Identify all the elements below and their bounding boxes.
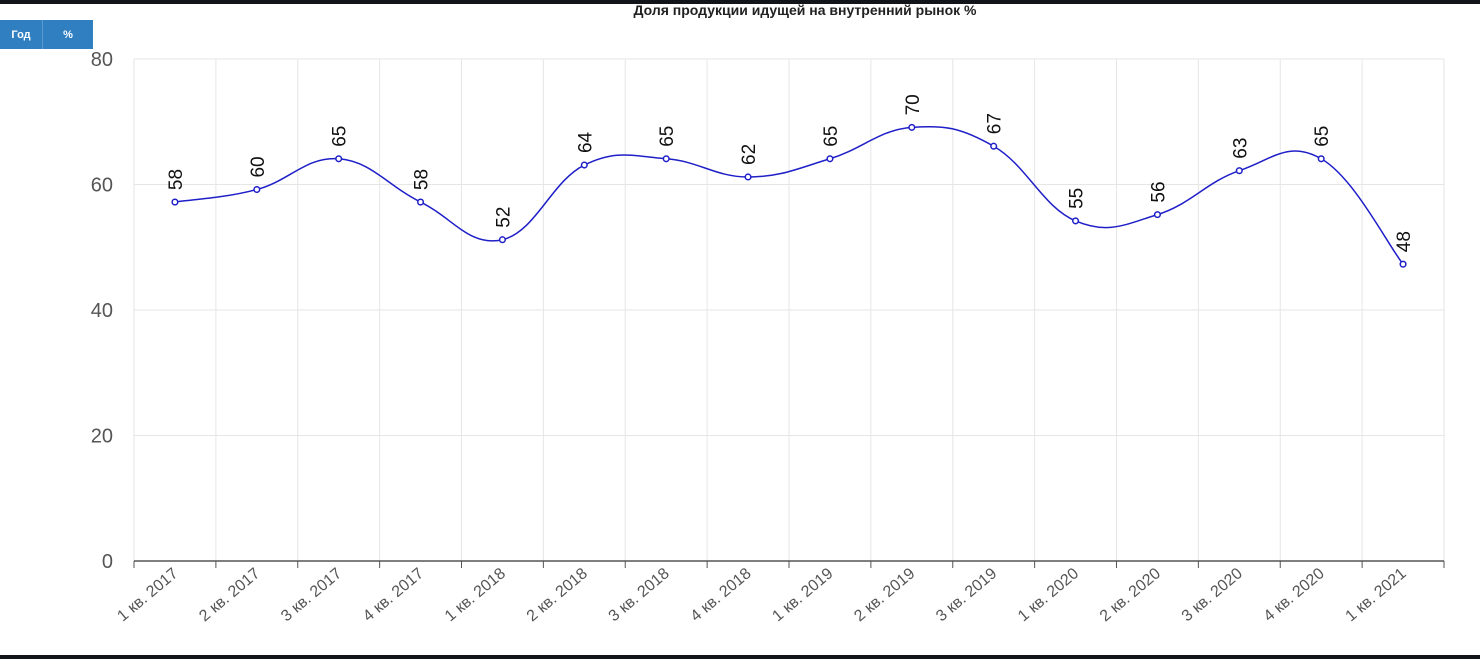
data-label: 56 — [1148, 181, 1169, 202]
x-tick-label: 3 кв. 2020 — [1179, 565, 1246, 625]
data-point — [253, 185, 261, 194]
data-point — [1317, 155, 1325, 163]
y-tick-label: 20 — [91, 426, 113, 448]
data-point — [1399, 260, 1407, 268]
x-tick-label: 1 кв. 2018 — [442, 565, 509, 625]
data-point — [498, 236, 506, 244]
data-label: 52 — [493, 207, 514, 228]
x-tick-label: 4 кв. 2020 — [1261, 565, 1328, 625]
x-tick-label: 3 кв. 2019 — [933, 565, 1000, 625]
data-point — [662, 155, 670, 163]
x-tick-label: 1 кв. 2017 — [114, 565, 181, 625]
x-tick-label: 4 кв. 2017 — [360, 565, 427, 625]
data-label: 55 — [1067, 188, 1088, 209]
data-point — [744, 173, 752, 181]
x-tick-label: 1 кв. 2020 — [1015, 565, 1082, 625]
data-label: 65 — [821, 126, 842, 147]
data-label: 65 — [330, 126, 351, 147]
data-point — [417, 198, 425, 206]
top-frame-bar — [0, 0, 1480, 4]
x-tick-label: 3 кв. 2017 — [278, 565, 345, 625]
bottom-frame-bar — [0, 655, 1480, 659]
data-point — [580, 161, 588, 169]
y-tick-label: 0 — [102, 551, 113, 573]
x-tick-label: 3 кв. 2018 — [606, 565, 673, 625]
data-label: 60 — [248, 156, 269, 177]
x-tick-label: 4 кв. 2018 — [688, 565, 755, 625]
data-label: 58 — [412, 169, 433, 190]
x-tick-label: 2 кв. 2020 — [1097, 565, 1164, 625]
mode-toggle-group: Год % — [0, 20, 93, 49]
data-point — [335, 155, 343, 163]
x-tick-label: 2 кв. 2017 — [196, 565, 263, 625]
data-label: 62 — [739, 144, 760, 165]
data-label: 65 — [657, 126, 678, 147]
y-tick-label: 40 — [91, 300, 113, 322]
x-tick-label: 1 кв. 2021 — [1343, 565, 1410, 625]
data-point — [1153, 211, 1161, 219]
data-label: 70 — [903, 94, 924, 115]
x-tick-label: 2 кв. 2019 — [851, 565, 918, 625]
x-tick-label: 1 кв. 2019 — [769, 565, 836, 625]
data-point — [171, 198, 179, 206]
data-label: 65 — [1312, 126, 1333, 147]
data-point — [1235, 167, 1243, 175]
data-point — [826, 155, 834, 163]
data-label: 63 — [1230, 138, 1251, 159]
series-line — [174, 125, 1404, 265]
data-label: 64 — [575, 131, 596, 153]
data-label: 48 — [1394, 231, 1415, 252]
data-label: 58 — [166, 169, 187, 190]
data-label: 67 — [985, 113, 1006, 134]
data-point — [908, 123, 916, 131]
x-tick-label: 2 кв. 2018 — [524, 565, 591, 625]
percent-button[interactable]: % — [43, 20, 93, 49]
data-point — [990, 142, 998, 150]
y-tick-label: 80 — [91, 49, 113, 71]
chart-title: Доля продукции идущей на внутренний рыно… — [633, 2, 977, 18]
year-button[interactable]: Год — [0, 20, 43, 49]
data-point — [1072, 217, 1080, 225]
y-tick-label: 60 — [91, 175, 113, 197]
